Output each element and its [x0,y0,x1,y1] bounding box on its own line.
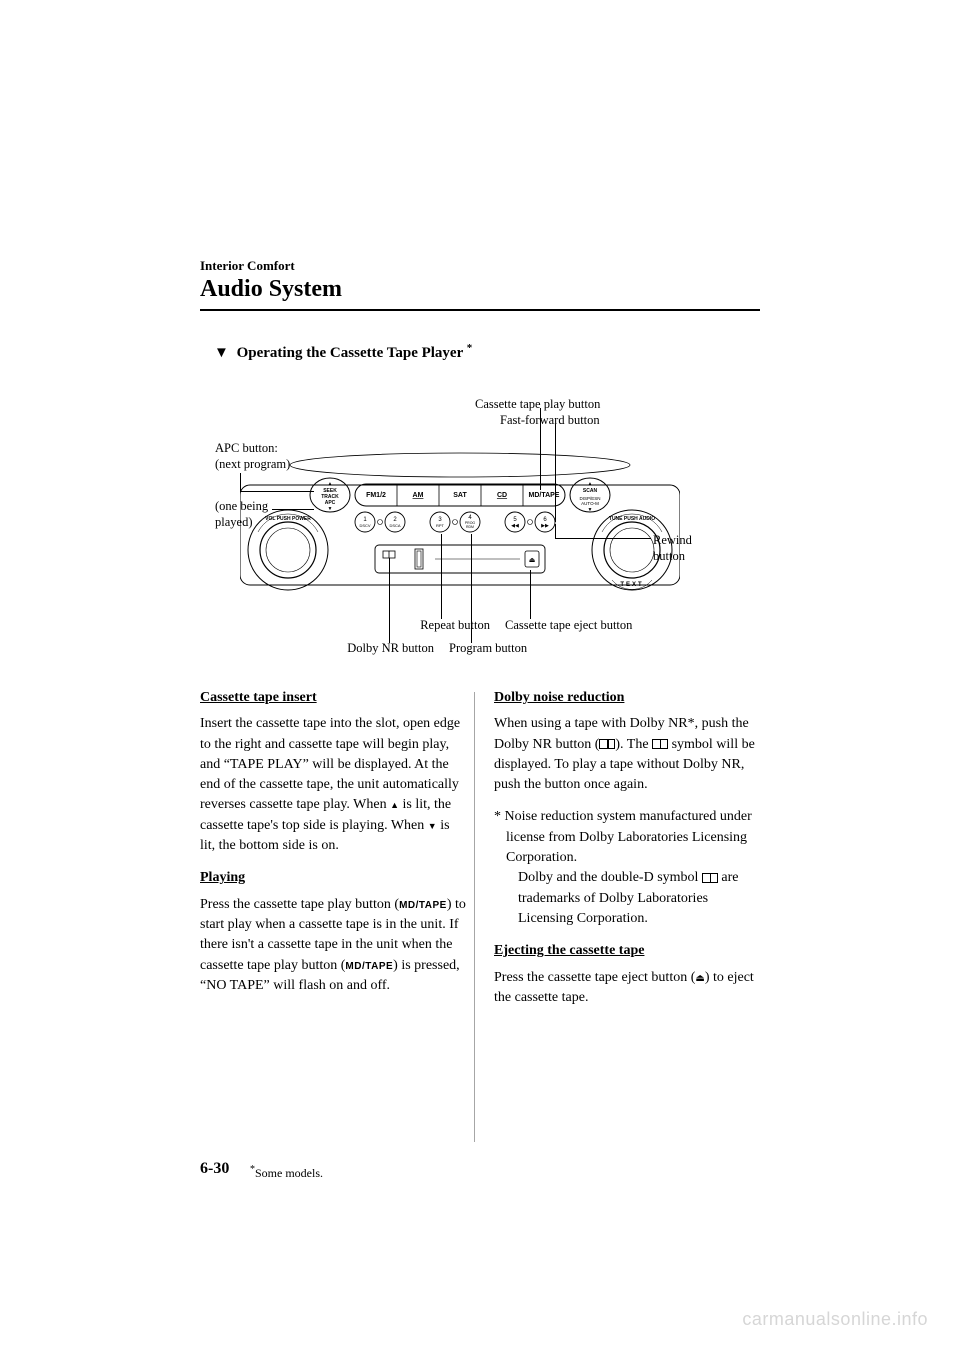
left-column: Cassette tape insert Insert the cassette… [200,688,466,1020]
leader-line [240,473,241,491]
leader-line [555,538,651,539]
triangle-marker-icon: ▼ [214,345,229,362]
svg-text:FM1/2: FM1/2 [366,492,386,499]
svg-text:CD: CD [497,492,507,499]
leader-line [272,509,314,510]
callout-program: Program button [449,640,527,656]
radio-diagram: Cassette tape play button Fast-forward b… [200,390,760,660]
subsection-heading: ▼ Operating the Cassette Tape Player * [214,342,472,362]
leader-line [240,491,314,492]
svg-text:VOL PUSH POWER: VOL PUSH POWER [265,516,311,522]
para-playing: Press the cassette tape play button (MD/… [200,895,466,996]
radio-unit-illustration: VOL PUSH POWER TUNE PUSH AUDIO TEXT ▲ SE… [240,450,680,610]
leader-line [555,424,556,522]
heading-ejecting: Ejecting the cassette tape [494,941,760,961]
subsection-text: Operating the Cassette Tape Player [237,345,463,361]
section-title: Audio System [200,276,760,303]
dolby-dd-icon [702,873,718,883]
svg-text:▲: ▲ [588,482,593,487]
right-column: Dolby noise reduction When using a tape … [494,688,760,1020]
chapter-title: Interior Comfort [200,258,760,274]
svg-text:DSCV: DSCV [359,523,370,528]
callout-fast-forward: Fast-forward button [500,412,600,428]
page-number: 6-30 [200,1160,229,1178]
eject-icon [695,970,704,985]
svg-text:TEXT: TEXT [620,582,643,588]
callout-repeat: Repeat button [390,617,490,633]
svg-text:◀◀: ◀◀ [511,523,519,529]
callout-dolby: Dolby NR button [334,640,434,656]
callout-eject: Cassette tape eject button [505,617,632,633]
para-dolby: When using a tape with Dolby NR*, push t… [494,714,760,795]
mdtape-label-2: MD/TAPE [345,961,393,972]
svg-text:▶▶: ▶▶ [541,523,549,529]
svg-text:▲: ▲ [328,482,333,487]
svg-text:SCAN: SCAN [583,488,598,494]
header-rule [200,309,760,311]
dolby-dd-icon [652,739,668,749]
triangle-down-icon [428,818,437,833]
manual-page: Interior Comfort Audio System ▼ Operatin… [0,0,960,1358]
heading-playing: Playing [200,868,466,888]
page-header: Interior Comfort Audio System [200,258,760,311]
heading-cassette-insert: Cassette tape insert [200,688,466,708]
svg-text:▼: ▼ [588,508,593,513]
svg-text:RPT: RPT [436,523,445,528]
callout-cassette-play: Cassette tape play button [475,396,600,412]
svg-text:AM: AM [413,492,424,499]
svg-text:▼: ▼ [328,507,333,512]
footnote-some-models: *Some models. [250,1164,323,1181]
body-columns: Cassette tape insert Insert the cassette… [200,688,760,1020]
para-ejecting: Press the cassette tape eject button () … [494,968,760,1009]
mdtape-label-1: MD/TAPE [399,900,447,911]
leader-line [555,524,556,538]
leader-line [530,570,531,619]
leader-line [389,558,390,643]
svg-text:AUTO-M: AUTO-M [581,501,599,506]
leader-line [441,534,442,619]
svg-text:SAT: SAT [453,492,467,499]
watermark: carmanualsonline.info [742,1309,928,1330]
svg-text:TUNE PUSH AUDIO: TUNE PUSH AUDIO [609,516,655,522]
svg-text:APC: APC [325,500,336,506]
svg-text:RDM: RDM [466,525,474,529]
dolby-dd-icon [599,739,615,749]
leader-line [471,534,472,643]
triangle-up-icon [390,797,399,812]
svg-text:DSCA: DSCA [389,523,400,528]
para-cassette-insert: Insert the cassette tape into the slot, … [200,714,466,856]
para-dolby-license: * Noise reduction system manufactured un… [494,807,760,929]
heading-dolby: Dolby noise reduction [494,688,760,708]
svg-text:⏏: ⏏ [529,556,536,564]
asterisk-marker: * [467,342,473,354]
leader-line [540,408,541,490]
